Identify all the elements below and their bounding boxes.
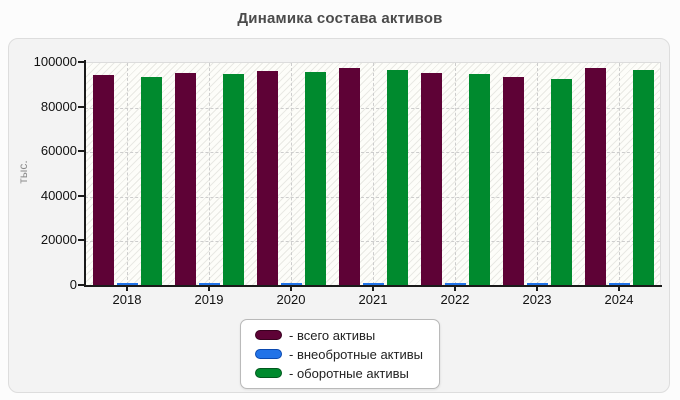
legend-swatch-total-icon (255, 330, 283, 340)
bar-total-2024 (584, 68, 606, 285)
x-tick-2018 (126, 287, 128, 291)
y-tick-20000 (78, 239, 84, 242)
y-tick-label-80000: 80000 (40, 98, 77, 114)
chart-title: Динамика состава активов (237, 10, 443, 27)
x-category-label-2018: 2018 (112, 292, 142, 307)
h-gridline-60000 (85, 152, 660, 154)
x-tick-2020 (290, 287, 292, 291)
bar-noncurrent-2022 (444, 283, 466, 285)
bar-current-2021 (386, 70, 408, 285)
y-tick-0 (78, 284, 84, 286)
plot-area (85, 62, 661, 285)
v-gridline-2021 (373, 63, 374, 285)
bar-noncurrent-2020 (280, 283, 302, 285)
x-tick-2021 (372, 287, 374, 291)
bar-total-2019 (174, 73, 196, 285)
x-category-label-2020: 2020 (276, 292, 306, 307)
h-gridline-20000 (85, 241, 660, 243)
x-category-label-2019: 2019 (194, 292, 224, 307)
h-gridline-40000 (85, 196, 660, 198)
h-gridline-80000 (85, 107, 660, 109)
bar-current-2024 (632, 70, 654, 285)
v-gridline-2022 (455, 63, 456, 285)
legend-item-current: - оборотные активы (255, 365, 423, 381)
x-tick-2023 (536, 287, 538, 291)
bar-total-2018 (92, 75, 114, 285)
legend-swatch-current-icon (255, 368, 283, 378)
bar-total-2022 (420, 73, 442, 285)
bar-current-2018 (140, 77, 162, 285)
legend-label-noncurrent: - внеобротные активы (289, 346, 423, 362)
bar-current-2022 (468, 74, 490, 285)
bar-noncurrent-2023 (526, 283, 548, 285)
y-tick-label-60000: 60000 (40, 143, 77, 159)
x-category-label-2022: 2022 (440, 292, 470, 307)
y-tick-label-40000: 40000 (40, 187, 77, 203)
bar-noncurrent-2019 (198, 283, 220, 285)
x-category-label-2021: 2021 (358, 292, 388, 307)
v-gridline-2019 (209, 63, 210, 285)
v-gridline-2020 (291, 63, 292, 285)
y-axis-line (84, 60, 86, 286)
bar-noncurrent-2024 (608, 283, 630, 285)
bar-noncurrent-2021 (362, 283, 384, 285)
x-axis-line (84, 285, 662, 287)
bar-current-2023 (550, 79, 572, 285)
legend-item-noncurrent: - внеобротные активы (255, 346, 423, 362)
bar-current-2019 (222, 74, 244, 285)
y-tick-40000 (78, 194, 84, 197)
y-tick-60000 (78, 150, 84, 153)
legend-box: - всего активы - внеобротные активы - об… (240, 319, 440, 389)
v-gridline-2024 (619, 63, 620, 285)
y-tick-100000 (78, 61, 84, 63)
y-tick-label-100000: 100000 (33, 54, 77, 69)
legend-label-current: - оборотные активы (289, 365, 409, 381)
bar-total-2020 (256, 71, 278, 285)
x-tick-2019 (208, 287, 210, 291)
x-tick-2024 (618, 287, 620, 291)
legend-label-total: - всего активы (289, 327, 376, 343)
y-tick-80000 (78, 105, 84, 108)
x-category-label-2023: 2023 (522, 292, 552, 307)
bar-total-2021 (338, 68, 360, 285)
v-gridline-2023 (537, 63, 538, 285)
bar-noncurrent-2018 (116, 283, 138, 285)
x-category-label-2024: 2024 (604, 292, 634, 307)
legend-swatch-noncurrent-icon (255, 349, 283, 359)
y-tick-label-20000: 20000 (40, 232, 77, 248)
bar-total-2023 (502, 77, 524, 285)
legend-item-total: - всего активы (255, 327, 423, 343)
y-tick-label-0: 0 (69, 277, 77, 292)
v-gridline-2018 (127, 63, 128, 285)
bar-current-2020 (304, 72, 326, 285)
x-tick-2022 (454, 287, 456, 291)
